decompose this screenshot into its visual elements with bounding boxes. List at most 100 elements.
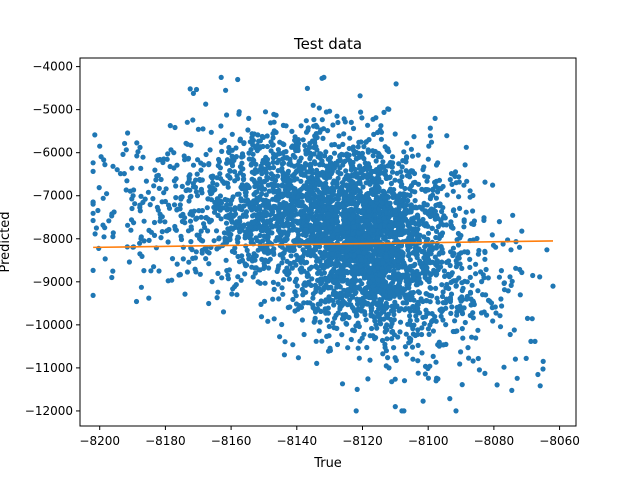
data-point [435, 189, 441, 195]
data-point [304, 196, 310, 202]
data-point [517, 292, 523, 298]
data-point [374, 167, 380, 173]
data-point [225, 230, 231, 236]
data-point [364, 243, 371, 249]
data-point [473, 261, 479, 267]
data-point [415, 327, 421, 333]
data-point [323, 297, 329, 303]
data-point [467, 264, 473, 270]
y-tick-label: −4000 [32, 60, 73, 74]
data-point [365, 122, 371, 128]
data-point [247, 230, 253, 236]
data-point [459, 309, 465, 315]
data-point [480, 292, 486, 298]
data-point [425, 174, 431, 180]
data-point [403, 331, 409, 337]
data-point [390, 154, 396, 160]
data-point [215, 163, 221, 169]
data-point [157, 218, 163, 224]
data-point [307, 266, 313, 272]
data-point [540, 366, 546, 372]
data-point [410, 230, 416, 236]
data-point [285, 205, 291, 211]
data-point [512, 356, 519, 362]
data-point [373, 196, 379, 202]
data-point [234, 191, 240, 197]
data-point [333, 207, 339, 213]
data-point [257, 232, 263, 239]
data-point [292, 289, 298, 295]
data-point [256, 224, 262, 230]
data-point [321, 224, 328, 231]
data-point [532, 338, 538, 344]
data-point [253, 235, 259, 241]
data-point [405, 220, 411, 226]
data-point [223, 220, 230, 226]
data-point [311, 202, 317, 208]
data-point [355, 144, 361, 150]
data-point [509, 387, 515, 393]
data-point [271, 151, 277, 157]
data-point [444, 192, 450, 198]
data-point [295, 355, 301, 361]
data-point [198, 214, 204, 220]
data-point [296, 140, 302, 146]
data-point [398, 243, 404, 249]
data-point [344, 183, 350, 189]
data-point [263, 192, 269, 198]
data-point [209, 175, 215, 181]
data-point [383, 253, 389, 260]
data-point [252, 270, 258, 276]
data-point [196, 208, 202, 214]
data-point [457, 361, 463, 367]
data-point [370, 153, 376, 159]
data-point [245, 252, 252, 258]
data-point [261, 298, 268, 304]
data-point [381, 316, 387, 322]
data-point [353, 203, 359, 209]
data-point [425, 375, 431, 381]
data-point [465, 345, 471, 351]
data-point [410, 289, 416, 296]
data-point [364, 162, 370, 168]
data-point [137, 144, 143, 150]
data-point [368, 171, 374, 177]
data-point [201, 162, 207, 168]
data-point [270, 173, 276, 179]
data-point [138, 284, 144, 290]
data-point [289, 212, 295, 218]
data-point [470, 192, 476, 199]
data-point [396, 203, 402, 209]
data-point [188, 193, 194, 199]
data-point [412, 332, 418, 339]
data-point [129, 196, 135, 202]
data-point [427, 207, 433, 214]
data-point [413, 313, 419, 319]
data-point [380, 260, 386, 266]
data-point [382, 195, 388, 201]
data-point [369, 258, 375, 264]
plot-frame [79, 57, 577, 427]
data-point [264, 156, 271, 162]
data-point [313, 226, 319, 233]
data-point [408, 295, 414, 302]
data-point [126, 259, 132, 265]
data-point [270, 135, 276, 141]
data-point [138, 165, 144, 171]
data-point [341, 270, 347, 276]
data-point [287, 159, 293, 166]
data-point [500, 241, 506, 247]
data-point [165, 151, 171, 157]
data-point [318, 281, 324, 287]
data-point [357, 338, 363, 344]
data-point [338, 265, 344, 271]
data-point [285, 304, 291, 311]
data-point [265, 198, 272, 205]
data-point [300, 137, 306, 143]
data-point [219, 148, 225, 154]
data-point [330, 122, 336, 128]
data-point [415, 299, 421, 305]
data-point [172, 226, 178, 232]
data-point [265, 161, 271, 167]
data-point [445, 271, 451, 277]
